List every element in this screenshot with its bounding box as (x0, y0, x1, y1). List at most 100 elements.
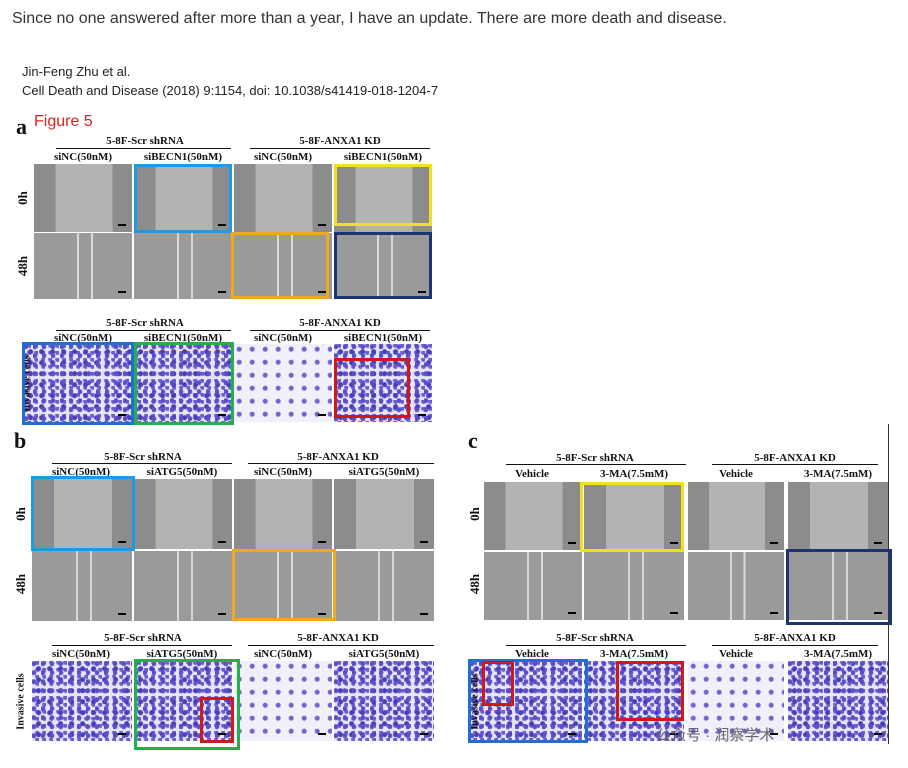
panel-a-group-right: 5-8F-ANXA1 KD (299, 135, 381, 147)
highlight-box-red (482, 661, 514, 706)
panel-c-col-3: Vehicle (719, 468, 753, 480)
micrograph-tile (134, 479, 232, 549)
micrograph-tile (234, 551, 332, 621)
micrograph-tile (334, 661, 434, 741)
panel-a-underline-right (250, 148, 430, 149)
panel-c-col-2: 3-MA(7.5mM) (599, 468, 669, 480)
panel-a-col-3: siNC(50nM) (253, 151, 313, 163)
micrograph-tile (484, 482, 582, 550)
panel-b-col-1: siNC(50nM) (51, 466, 111, 478)
panel-b-inv-underline-left (52, 645, 232, 646)
panel-a-group-left: 5-8F-Scr shRNA (106, 135, 184, 147)
panel-a-inv-group-left: 5-8F-Scr shRNA (106, 317, 184, 329)
panel-c-inv-col-3: Vehicle (719, 648, 753, 660)
panel-b-col-4: siATG5(50nM) (348, 466, 420, 478)
panel-a-inv-underline-right (250, 330, 430, 331)
panel-a-inv-underline-left (56, 330, 231, 331)
panel-a-underline-left (56, 148, 231, 149)
panel-c-underline-right (712, 464, 878, 465)
micrograph-tile (134, 344, 232, 422)
panel-a-col-1: siNC(50nM) (53, 151, 113, 163)
highlight-box-red (200, 697, 234, 743)
micrograph-tile (234, 479, 332, 549)
highlight-box-yellow (580, 482, 684, 552)
watermark-text: 公众号 · 润察学术 (656, 727, 775, 744)
micrograph-tile (584, 552, 684, 620)
panel-b-col-2: siATG5(50nM) (146, 466, 218, 478)
micrograph-tile (34, 164, 132, 232)
panel-c-border (888, 424, 889, 744)
panel-c-label: c (468, 428, 478, 453)
panel-a-col-2: siBECN1(50nM) (143, 151, 223, 163)
panel-a-inv-col-2: siBECN1(50nM) (143, 332, 223, 344)
panel-b-inv-col-3: siNC(50nM) (253, 648, 313, 660)
micrograph-tile (788, 661, 888, 741)
micrograph-tile (32, 661, 132, 741)
panel-b-row-0h: 0h (13, 507, 28, 521)
citation-authors: Jin-Feng Zhu et al. (22, 64, 131, 79)
panel-b-underline-left (52, 463, 232, 464)
panel-c-row-0h: 0h (467, 507, 482, 521)
panel-a-inv-col-4: siBECN1(50nM) (343, 332, 423, 344)
panel-c-col-4: 3-MA(7.5mM) (803, 468, 873, 480)
panel-c-inv-underline-right (712, 645, 878, 646)
highlight-box-blue (22, 342, 134, 425)
panel-b-inv-col-4: siATG5(50nM) (348, 648, 420, 660)
highlight-box-blue (468, 659, 588, 743)
panel-b-inv-col-1: siNC(50nM) (51, 648, 111, 660)
highlight-box-red (616, 661, 684, 721)
highlight-box-green (134, 342, 234, 425)
micrograph-tile (788, 552, 888, 620)
highlight-box-orange (232, 549, 336, 621)
panel-c-underline-left (506, 464, 686, 465)
panel-b-row-48h: 48h (13, 573, 28, 595)
panel-c-group-right: 5-8F-ANXA1 KD (754, 452, 836, 464)
micrograph-tile (234, 233, 332, 299)
highlight-box-cyan (134, 164, 232, 233)
panel-c-group-left: 5-8F-Scr shRNA (556, 452, 634, 464)
panel-b-group-left: 5-8F-Scr shRNA (104, 451, 182, 463)
panel-c-inv-group-right: 5-8F-ANXA1 KD (754, 632, 836, 644)
panel-b-inv-group-right: 5-8F-ANXA1 KD (297, 632, 379, 644)
highlight-box-yellow (334, 164, 432, 226)
panel-a-inv-col-1: siNC(50nM) (53, 332, 113, 344)
micrograph-tile (334, 164, 432, 232)
micrograph-tile (32, 551, 132, 621)
micrograph-tile (584, 482, 684, 550)
micrograph-tile (470, 661, 582, 741)
micrograph-tile (34, 233, 132, 299)
micrograph-tile (584, 661, 684, 741)
panel-c-inv-group-left: 5-8F-Scr shRNA (556, 632, 634, 644)
highlight-box-red (334, 358, 410, 418)
panel-a-row-0h: 0h (15, 191, 30, 205)
panel-b-group-right: 5-8F-ANXA1 KD (297, 451, 379, 463)
micrograph-tile (788, 482, 888, 550)
highlight-box-orange (231, 232, 329, 299)
panel-b-col-3: siNC(50nM) (253, 466, 313, 478)
highlight-box-green (134, 659, 240, 750)
panel-a-inv-col-3: siNC(50nM) (253, 332, 313, 344)
micrograph-tile (688, 482, 784, 550)
panel-a-inv-group-right: 5-8F-ANXA1 KD (299, 317, 381, 329)
panel-a-label: a (16, 114, 27, 139)
panel-c-row-48h: 48h (467, 573, 482, 595)
panel-c-inv-col-2: 3-MA(7.5mM) (599, 648, 669, 660)
highlight-box-navy (334, 232, 432, 299)
micrograph-tile (688, 552, 784, 620)
micrograph-tile (134, 164, 232, 232)
panel-a-row-48h: 48h (15, 255, 30, 277)
panel-b-inv-col-2: siATG5(50nM) (146, 648, 218, 660)
micrograph-tile (32, 479, 132, 549)
highlight-box-cyan (31, 476, 135, 551)
panel-c-inv-underline-left (506, 645, 686, 646)
panel-b-inv-group-left: 5-8F-Scr shRNA (104, 632, 182, 644)
panel-a-col-4: siBECN1(50nM) (343, 151, 423, 163)
micrograph-tile (234, 344, 332, 422)
micrograph-tile (234, 661, 332, 741)
micrograph-tile (334, 551, 434, 621)
panel-b-label: b (14, 428, 27, 453)
panel-b-inv-row: Invasive cells (15, 673, 27, 730)
panel-c-col-1: Vehicle (515, 468, 549, 480)
micrograph-tile (134, 661, 232, 741)
